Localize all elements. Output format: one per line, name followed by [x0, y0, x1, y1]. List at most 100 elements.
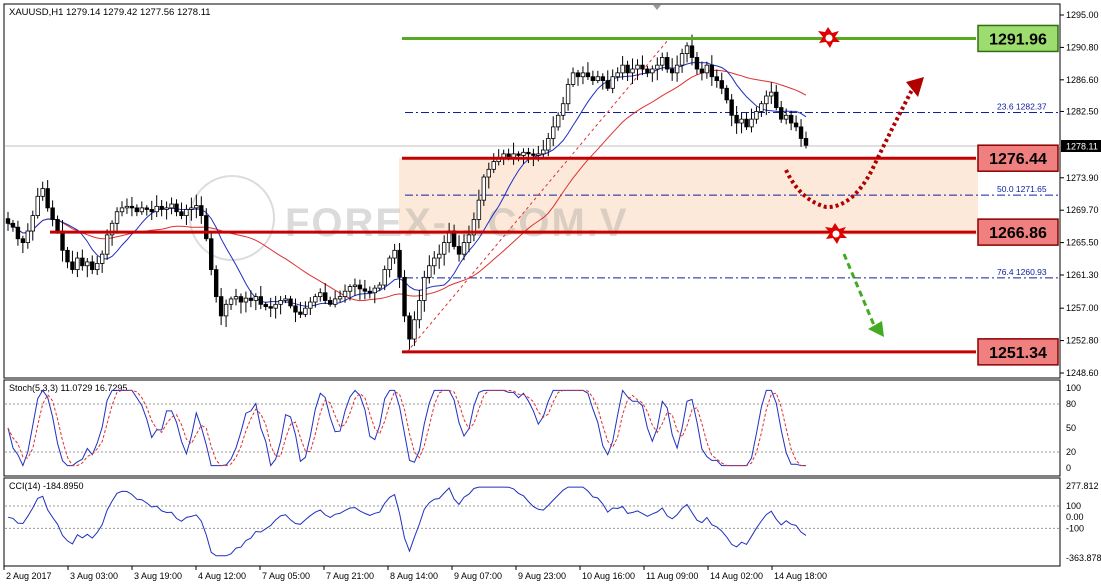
candle-body — [476, 199, 482, 220]
candle-body — [615, 72, 620, 78]
time-tick-label: 11 Aug 09:00 — [646, 571, 698, 581]
price-tick-label: 1295.00 — [1066, 10, 1099, 20]
candle-body — [466, 234, 472, 244]
candle-body — [580, 72, 586, 78]
candle-body — [298, 311, 303, 315]
candle-body — [70, 261, 75, 271]
cci-line — [7, 486, 807, 557]
candle-body — [560, 103, 566, 116]
candle-body — [407, 315, 412, 340]
time-axis: 2 Aug 2017 3 Aug 03:00 3 Aug 19:00 4 Aug 12… — [3, 566, 827, 581]
candle-body — [744, 118, 749, 128]
level-label: 1291.96 — [989, 31, 1047, 48]
level-box — [977, 218, 1059, 246]
scroll-marker — [653, 5, 661, 10]
stoch-main-line — [7, 389, 806, 467]
stoch-signal-line — [7, 389, 807, 467]
candle-body — [55, 219, 60, 232]
candle-body — [669, 68, 675, 74]
price-tick-label: 1286.60 — [1066, 75, 1099, 85]
candle-body — [25, 230, 31, 244]
level-label: 1276.44 — [989, 151, 1047, 168]
stoch-tick-label: 100 — [1066, 383, 1081, 393]
candle-body — [387, 257, 392, 271]
candle-body — [704, 64, 710, 74]
candle-body — [719, 80, 724, 89]
candle-body — [635, 64, 640, 70]
candle-body — [223, 303, 229, 317]
stoch-frame — [3, 379, 1061, 477]
burst-marker-bottom — [825, 223, 847, 244]
price-tick-label: 1252.80 — [1066, 336, 1099, 346]
level-box — [977, 144, 1059, 172]
candle-body — [159, 205, 164, 210]
candle-body — [422, 276, 427, 301]
burst-marker-top — [818, 27, 840, 48]
candle-body — [565, 84, 571, 105]
candle-body — [40, 188, 45, 197]
candle-body — [154, 205, 159, 213]
candle-body — [531, 153, 536, 156]
candle-body — [679, 53, 685, 66]
cci-header: CCI(14) -184.8950 — [9, 481, 84, 491]
candle-body — [164, 207, 169, 210]
candle-body — [213, 269, 219, 298]
candle-body — [803, 138, 809, 146]
fib-trendline — [406, 39, 669, 353]
candle-body — [471, 219, 477, 236]
symbol-header: XAUUSD,H1 1279.14 1279.42 1277.56 1278.1… — [9, 7, 211, 18]
stoch-header: Stoch(5,3,3) 11.0729 16.7295 — [9, 383, 127, 393]
stoch-tick-label: 0 — [1066, 463, 1071, 473]
candle-body — [441, 242, 447, 255]
candle-body — [754, 111, 759, 120]
candle-body — [337, 296, 343, 300]
candle-body — [417, 300, 422, 321]
price-tick-label: 1265.50 — [1066, 238, 1099, 248]
candle-body — [392, 249, 397, 259]
candle-body — [779, 107, 784, 120]
candle-body — [352, 284, 358, 287]
candle-body — [759, 103, 764, 112]
candle-body — [50, 207, 55, 220]
candle-body — [357, 284, 363, 290]
bullish-scenario-arrow — [784, 87, 915, 210]
candle-body — [75, 257, 80, 271]
time-tick-label: 3 Aug 03:00 — [70, 571, 118, 581]
candle-body — [347, 286, 353, 292]
candle-body — [734, 114, 739, 124]
candle-body — [555, 114, 561, 128]
candle-body — [377, 284, 382, 289]
candle-body — [541, 149, 546, 155]
candle-body — [283, 298, 288, 301]
candle-body — [144, 207, 149, 210]
key-levels: 1291.96 1276.44 1266.86 1251.34 — [50, 24, 1059, 366]
candle-body — [437, 253, 442, 259]
candle-body — [640, 64, 645, 70]
cci-tick-label: 277.812 — [1066, 481, 1099, 491]
candle-body — [189, 207, 194, 210]
candle-body — [774, 91, 779, 108]
candle-body — [362, 288, 368, 292]
candle-body — [630, 68, 635, 74]
candle-body — [174, 203, 179, 213]
candle-body — [798, 126, 804, 139]
candle-body — [323, 292, 328, 301]
candle-body — [268, 306, 273, 309]
candle-body — [372, 287, 377, 294]
candle-body — [486, 168, 491, 178]
candle-body — [60, 230, 65, 251]
current-price-tag — [1061, 140, 1101, 152]
candle-body — [273, 303, 278, 309]
candle-body — [526, 151, 531, 155]
level-box — [977, 338, 1059, 366]
candle-body — [660, 57, 665, 66]
candle-body — [793, 122, 799, 128]
candle-body — [645, 68, 650, 74]
candle-body — [585, 72, 591, 78]
time-tick-label: 3 Aug 19:00 — [134, 571, 182, 581]
price-tick-label: 1273.90 — [1066, 173, 1099, 183]
candle-body — [570, 72, 576, 85]
candle-body — [10, 222, 16, 228]
